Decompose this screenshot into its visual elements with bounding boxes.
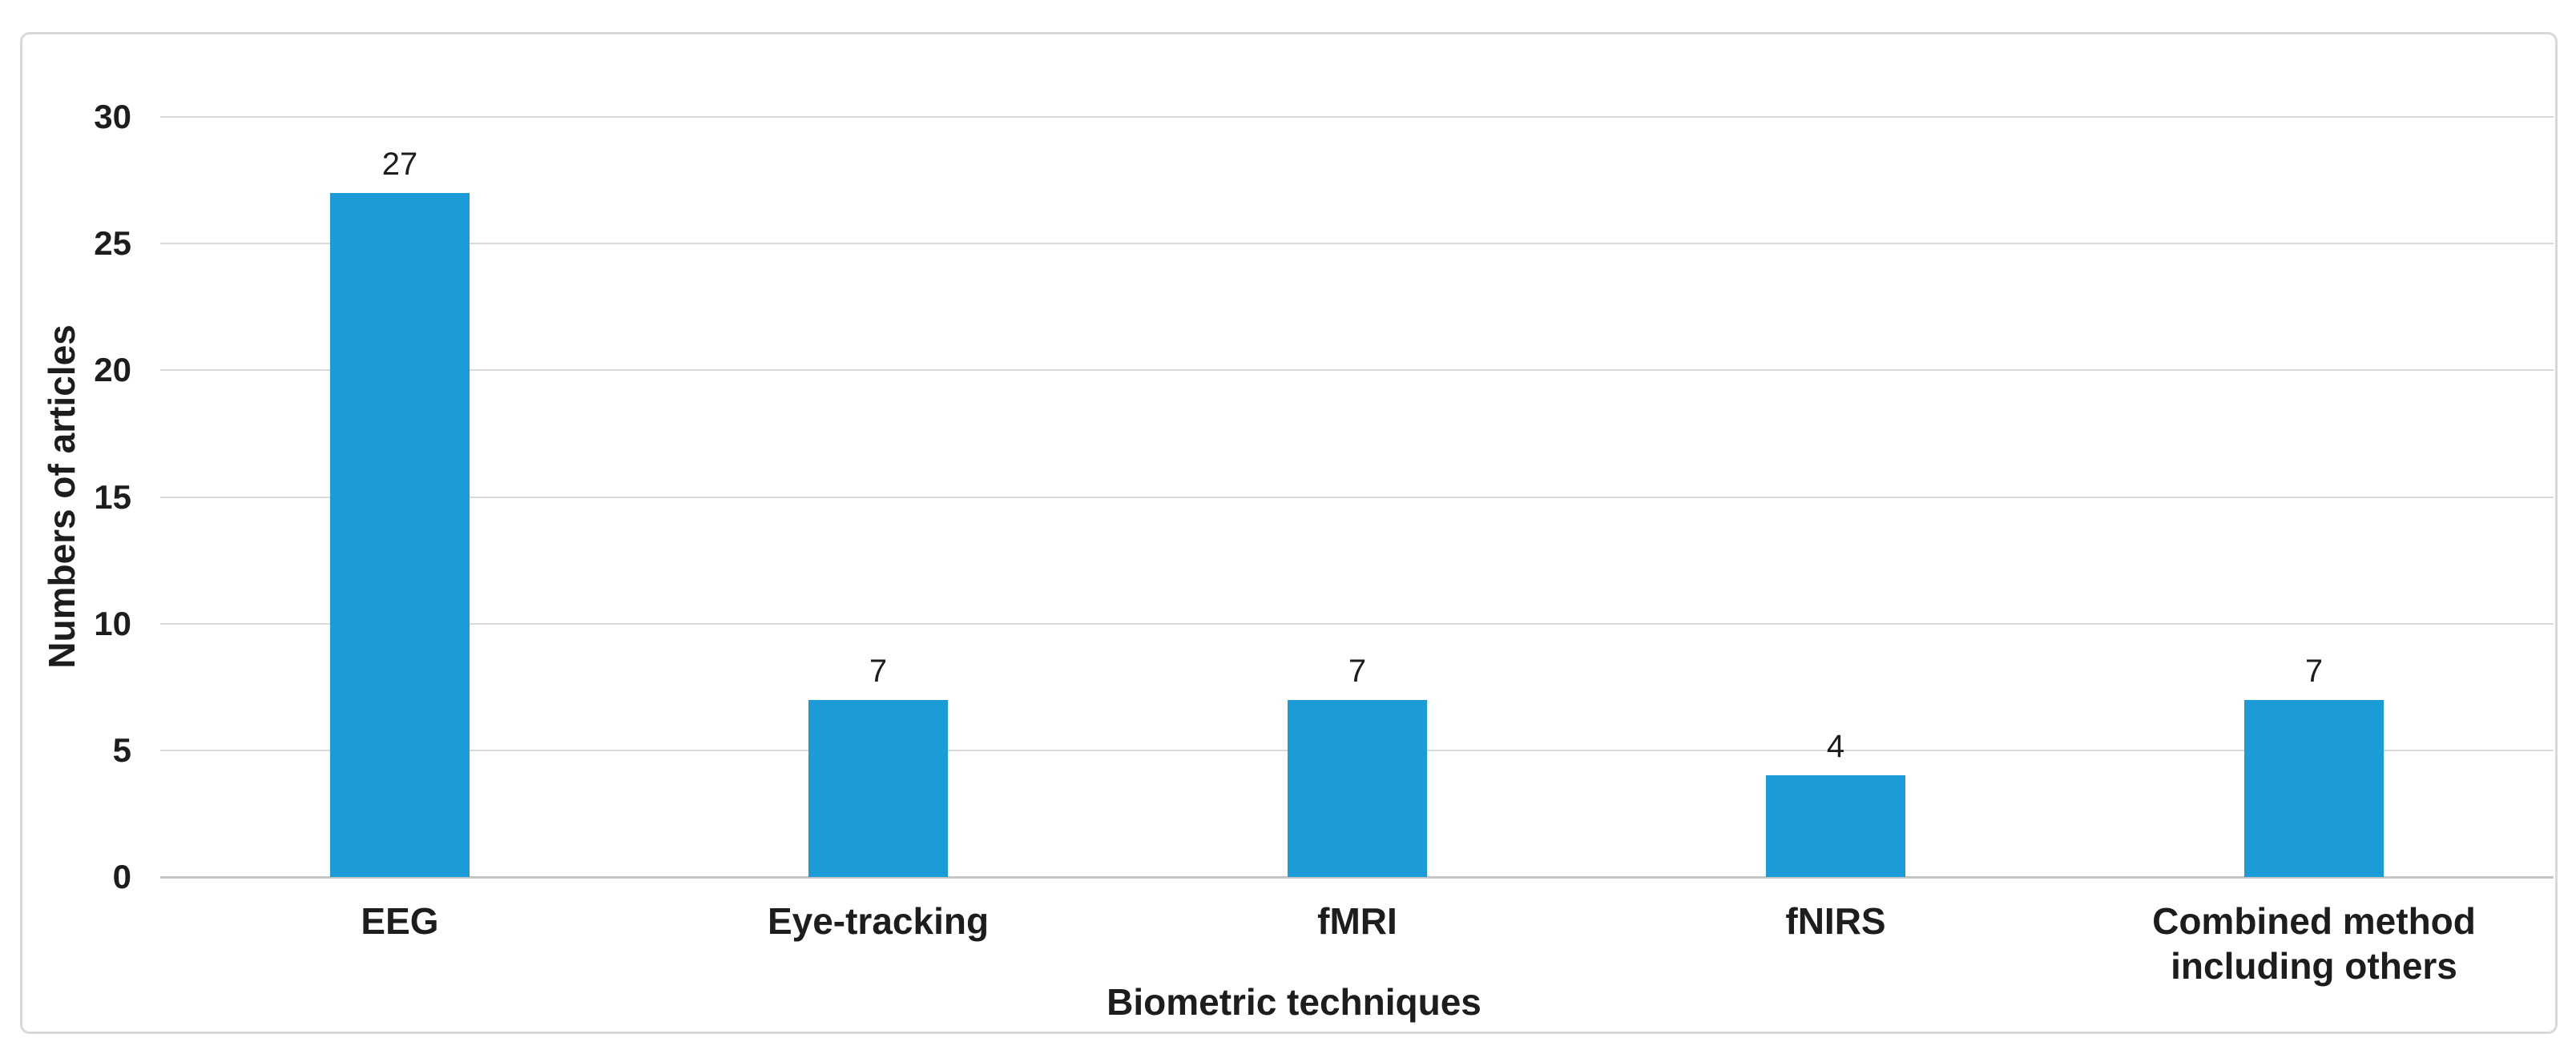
category-label-eeg: EEG [361,900,439,942]
value-label-fnirs: 4 [1826,729,1845,764]
category-label-fnirs: fNIRS [1785,900,1886,942]
bar-fnirs [1766,775,1905,877]
gridline-20 [160,369,2554,371]
category-label-fmri: fMRI [1317,900,1397,942]
value-label-eeg: 27 [381,147,418,182]
bar-eye-tracking [808,700,948,877]
y-tick-label-30: 30 [94,98,131,135]
bar-fmri [1288,700,1427,877]
y-axis-title: Numbers of articles [41,324,83,669]
y-tick-label-10: 10 [94,605,131,642]
bar-combined-method-including-others [2244,700,2384,877]
bar-eeg [330,193,470,877]
y-tick-label-5: 5 [112,731,131,769]
y-tick-label-25: 25 [94,224,131,262]
category-label-eye-tracking: Eye-tracking [767,900,990,942]
x-axis-title: Biometric techniques [1107,981,1482,1023]
value-label-combined-method-including-others: 7 [2304,654,2324,689]
gridline-15 [160,497,2554,498]
y-tick-label-20: 20 [94,351,131,388]
gridline-25 [160,243,2554,244]
y-tick-label-0: 0 [112,858,131,895]
gridline-30 [160,116,2554,118]
value-label-fmri: 7 [1348,654,1367,689]
y-tick-label-15: 15 [94,478,131,516]
category-label-combined-method-including-others: Combined method including others [2152,900,2476,987]
gridline-10 [160,623,2554,625]
x-axis-line [160,876,2554,879]
value-label-eye-tracking: 7 [869,654,888,689]
